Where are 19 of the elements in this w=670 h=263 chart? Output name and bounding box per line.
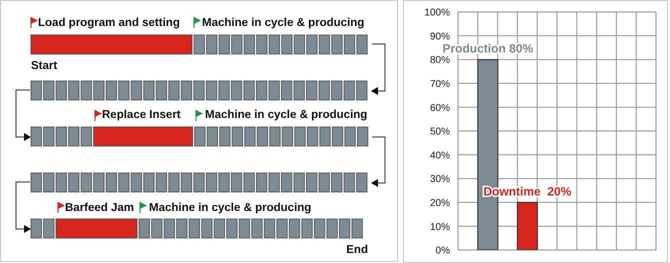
text: Machine in cycle & producing xyxy=(149,202,312,214)
y-tick-label: 50% xyxy=(430,126,450,138)
y-tick-label: 40% xyxy=(430,150,450,162)
text: End xyxy=(346,244,368,256)
y-tick-label: 10% xyxy=(430,222,450,233)
y-tick-label: 80% xyxy=(430,55,450,66)
text: Machine in cycle & producing xyxy=(205,109,368,121)
text: Load program and setting xyxy=(38,17,180,29)
y-tick-label: 20% xyxy=(430,198,450,209)
y-tick-label: 100% xyxy=(424,8,450,19)
y-tick-label: 60% xyxy=(430,102,450,114)
y-tick-label: 30% xyxy=(430,174,450,186)
text: Start xyxy=(31,60,58,72)
y-tick-label: 90% xyxy=(430,31,450,42)
y-tick-label: 70% xyxy=(430,78,450,90)
text: Barfeed Jam xyxy=(65,202,134,214)
text: Machine in cycle & producing xyxy=(202,17,364,29)
text: Replace Insert xyxy=(102,109,181,121)
y-tick-label: 0% xyxy=(436,246,450,257)
